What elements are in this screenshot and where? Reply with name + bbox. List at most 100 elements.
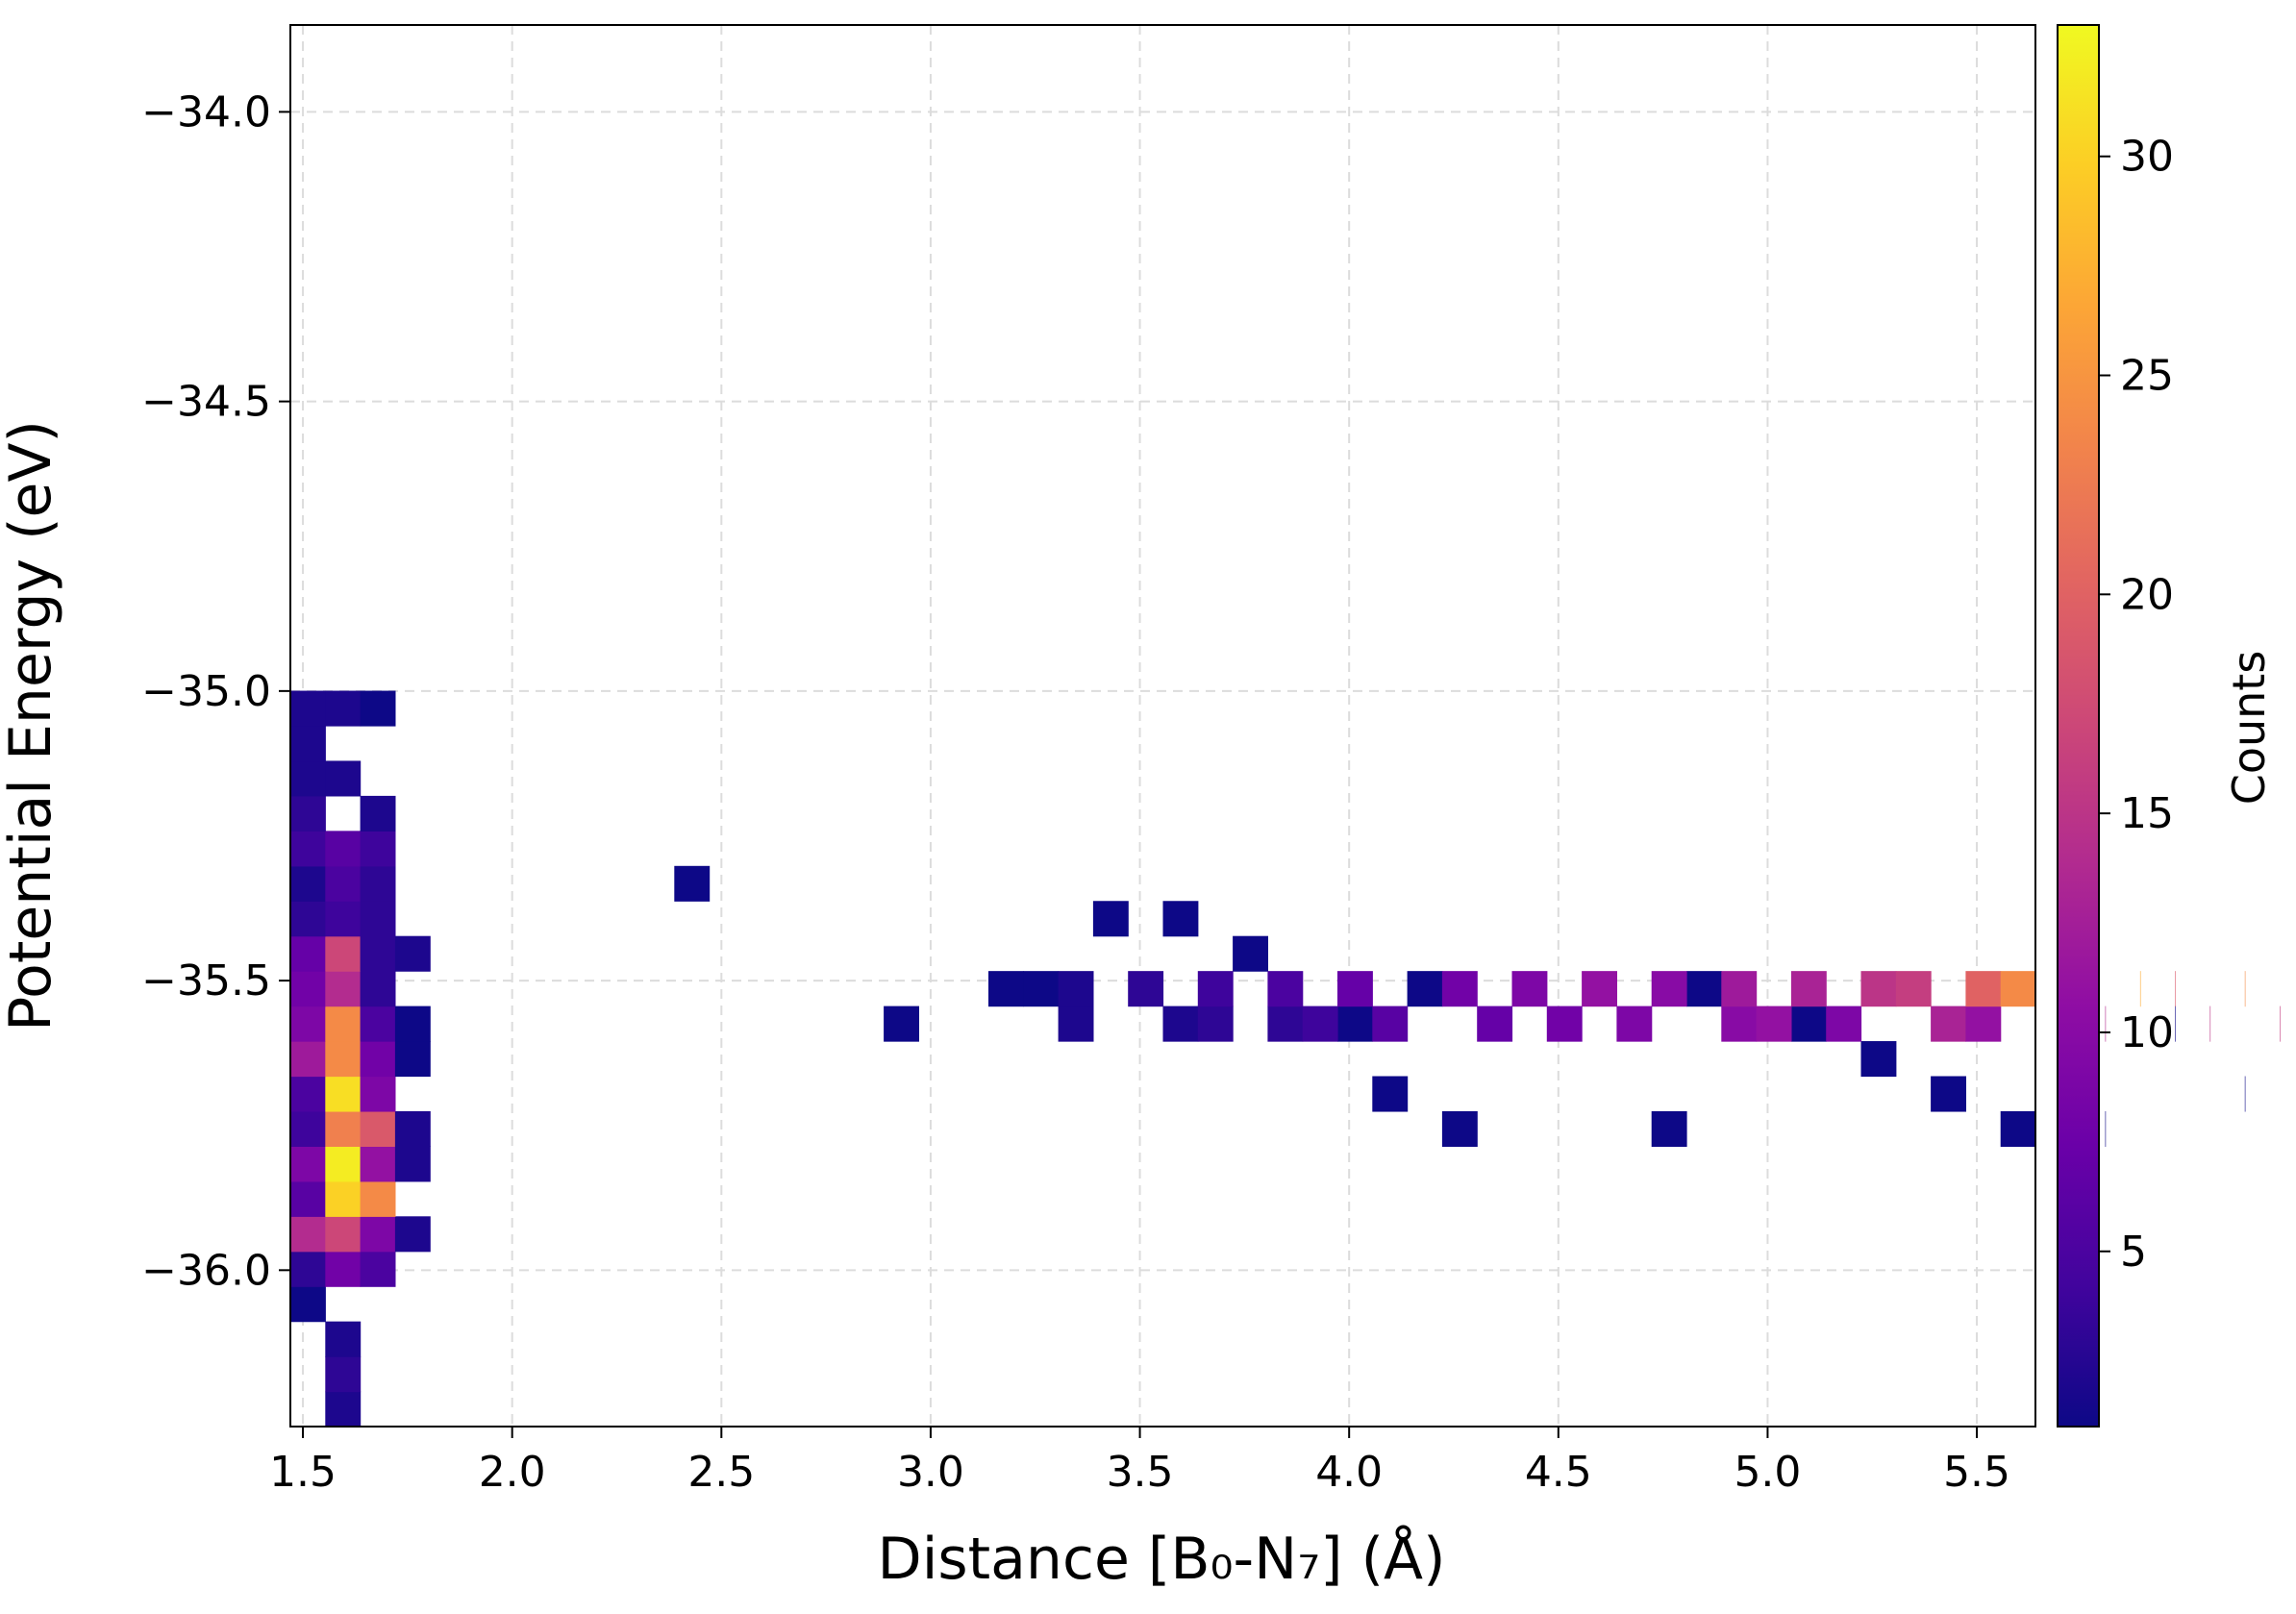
heatmap-cell [2175,1006,2176,1042]
heatmap-cell [1582,971,1617,1007]
heatmap-cell [360,901,396,937]
heatmap-cell [394,1110,431,1147]
heatmap-cell [290,690,326,727]
heatmap-cell [360,1006,396,1042]
heatmap-cell [2105,1006,2107,1042]
heatmap-cell [290,1180,326,1217]
colorbar-tick-label: 10 [2120,1008,2174,1057]
heatmap-cell [988,971,1024,1007]
heatmap-cell [290,1076,326,1112]
heatmap-cell [360,1041,396,1078]
heatmap-cell [325,1076,362,1112]
heatmap-cell [1860,1041,1897,1078]
heatmap-cell [1302,1006,1338,1042]
colorbar-tick-label: 15 [2120,789,2174,838]
heatmap-cell [360,1146,396,1182]
heatmap-cell [1162,901,1199,937]
x-tick-label: 1.5 [269,1448,337,1497]
heatmap-cell [325,1146,362,1182]
x-tick-label: 3.0 [897,1448,964,1497]
y-tick-label: −34.5 [141,378,271,427]
heatmap-cell [1965,971,2002,1007]
heatmap-cell [360,1180,396,1217]
heatmap-cell [2139,971,2141,1007]
heatmap-cell [1197,1006,1234,1042]
heatmap-cell [325,865,362,902]
heatmap-cell [325,1180,362,1217]
y-ticks: −34.0 −34.5 −35.0 −35.5 −36.0 [141,87,290,1295]
heatmap-cell [1931,1076,1966,1112]
heatmap-cell [1895,971,1932,1007]
colorbar [2057,24,2100,1428]
plot-frame [289,24,2036,1428]
heatmap-cell [290,726,326,762]
heatmap-cell [1546,1006,1583,1042]
heatmap-cell [290,901,326,937]
heatmap-cell [394,935,431,972]
heatmap-cell [290,1216,326,1253]
heatmap-cell [325,1216,362,1253]
heatmap-cell [1511,971,1548,1007]
heatmap-cell [290,760,326,797]
heatmap-cell [1407,971,1443,1007]
heatmap-cell [394,1006,431,1042]
heatmap-cell [1197,971,1234,1007]
heatmap-cell [325,901,362,937]
heatmap-cell [325,1041,362,1078]
colorbar-tick-label: 5 [2120,1228,2147,1277]
heatmap-cell [1058,1006,1094,1042]
x-ticks: 1.5 2.0 2.5 3.0 3.5 4.0 4.5 5.0 5.5 [269,1427,2010,1497]
heatmap-cell [325,1391,362,1428]
heatmap-cell [1790,971,1827,1007]
heatmap-cell [1337,971,1373,1007]
colorbar-tick-label: 25 [2120,352,2174,401]
heatmap-cell [1337,1006,1373,1042]
heatmap-cell [360,935,396,972]
heatmap-cell [360,795,396,832]
heatmap-cell [2175,971,2176,1007]
heatmap-cell [360,1076,396,1112]
heatmap-cell [325,1321,362,1357]
heatmap-cells [290,690,2281,1428]
heatmap-cell [1965,1006,2002,1042]
heatmap-cell [325,690,362,727]
heatmap-cell [360,1110,396,1147]
heatmap-cell [394,1041,431,1078]
heatmap-cell [1092,901,1129,937]
heatmap-cell [1931,1006,1966,1042]
heatmap-cell [360,1251,396,1287]
heatmap-cell [1441,971,1478,1007]
heatmap-cell [325,760,362,797]
x-tick-label: 3.5 [1107,1448,1174,1497]
heatmap-cell [325,971,362,1007]
heatmap-cell [360,1216,396,1253]
x-tick-label: 2.0 [479,1448,546,1497]
heatmap-cell [394,1216,431,1253]
heatmap-cell [290,1110,326,1147]
colorbar-ticks: 5 10 15 20 25 30 [2099,133,2174,1277]
heatmap-cell [2000,1110,2036,1147]
heatmap-cell [290,1251,326,1287]
heatmap-cell [1058,971,1094,1007]
heatmap-cell [884,1006,919,1042]
heatmap-cell [2244,1076,2246,1112]
heatmap-cell [1826,1006,1862,1042]
heatmap-cell [394,1146,431,1182]
heatmap-cell [325,1356,362,1393]
heatmap-cell [1616,1006,1653,1042]
y-axis-label: Potential Energy (eV) [0,420,64,1031]
x-tick-label: 2.5 [687,1448,755,1497]
heatmap-cell [674,865,711,902]
heatmap-cell [1128,971,1164,1007]
heatmap-cell [1721,971,1758,1007]
heatmap-cell [1441,1110,1478,1147]
colorbar-label: Counts [2223,651,2275,806]
heatmap-cell [1756,1006,1792,1042]
grid-lines [290,25,2035,1427]
heatmap-cell [290,971,326,1007]
heatmap-cell [1267,1006,1304,1042]
heatmap-cell [1162,1006,1199,1042]
heatmap-cell [1372,1006,1409,1042]
heatmap-cell [2000,971,2036,1007]
